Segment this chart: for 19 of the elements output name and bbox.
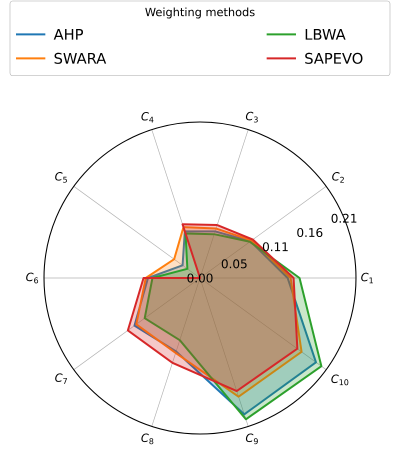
spoke-label: C$_{10}$ [331, 374, 348, 386]
spoke-label: C$_{4}$ [141, 112, 154, 122]
y-tick-label: 0.05 [222, 259, 247, 268]
legend-title: Weighting methods [145, 8, 255, 18]
spoke-label: C$_{5}$ [55, 172, 67, 183]
spoke-label: C$_{2}$ [332, 172, 344, 183]
spoke-label: C$_{6}$ [26, 272, 38, 284]
spoke-label: C$_{7}$ [55, 373, 67, 384]
legend-label: SWARA [54, 52, 106, 64]
spoke-label: C$_{9}$ [246, 434, 258, 444]
spoke-label: C$_{1}$ [361, 272, 373, 284]
y-tick-label: 0.00 [187, 273, 213, 283]
legend-label: LBWA [306, 28, 346, 40]
legend-label: SAPEVO [305, 52, 362, 64]
y-tick-label: 0.16 [297, 228, 322, 238]
legend-label: AHP [54, 28, 84, 40]
y-tick-label: 0.11 [262, 242, 288, 252]
spoke-label: C$_{8}$ [141, 434, 154, 444]
spoke-label: C$_{3}$ [246, 112, 258, 122]
